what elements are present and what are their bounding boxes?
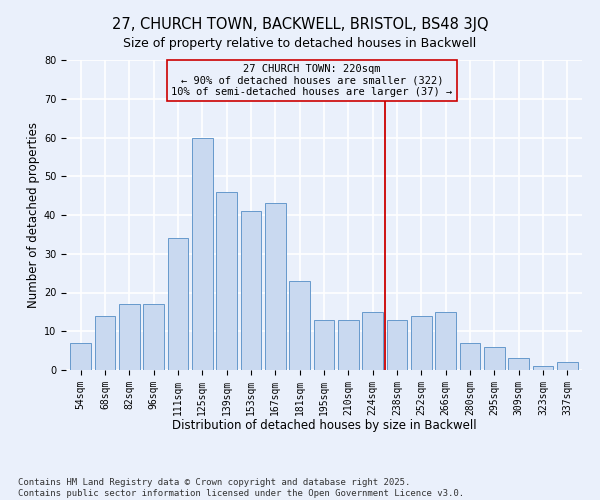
Bar — [143, 304, 164, 370]
Bar — [314, 320, 334, 370]
Bar — [386, 320, 407, 370]
Bar — [70, 343, 91, 370]
X-axis label: Distribution of detached houses by size in Backwell: Distribution of detached houses by size … — [172, 419, 476, 432]
Bar — [411, 316, 432, 370]
Bar — [557, 362, 578, 370]
Bar — [119, 304, 140, 370]
Text: Contains HM Land Registry data © Crown copyright and database right 2025.
Contai: Contains HM Land Registry data © Crown c… — [18, 478, 464, 498]
Text: Size of property relative to detached houses in Backwell: Size of property relative to detached ho… — [124, 38, 476, 51]
Bar — [484, 347, 505, 370]
Y-axis label: Number of detached properties: Number of detached properties — [27, 122, 40, 308]
Bar — [436, 312, 456, 370]
Text: 27, CHURCH TOWN, BACKWELL, BRISTOL, BS48 3JQ: 27, CHURCH TOWN, BACKWELL, BRISTOL, BS48… — [112, 18, 488, 32]
Bar — [533, 366, 553, 370]
Bar — [241, 211, 262, 370]
Bar — [95, 316, 115, 370]
Bar — [508, 358, 529, 370]
Bar — [289, 281, 310, 370]
Bar — [362, 312, 383, 370]
Bar — [167, 238, 188, 370]
Bar — [338, 320, 359, 370]
Bar — [216, 192, 237, 370]
Bar — [460, 343, 481, 370]
Bar — [265, 204, 286, 370]
Bar — [192, 138, 212, 370]
Text: 27 CHURCH TOWN: 220sqm
← 90% of detached houses are smaller (322)
10% of semi-de: 27 CHURCH TOWN: 220sqm ← 90% of detached… — [171, 64, 452, 97]
